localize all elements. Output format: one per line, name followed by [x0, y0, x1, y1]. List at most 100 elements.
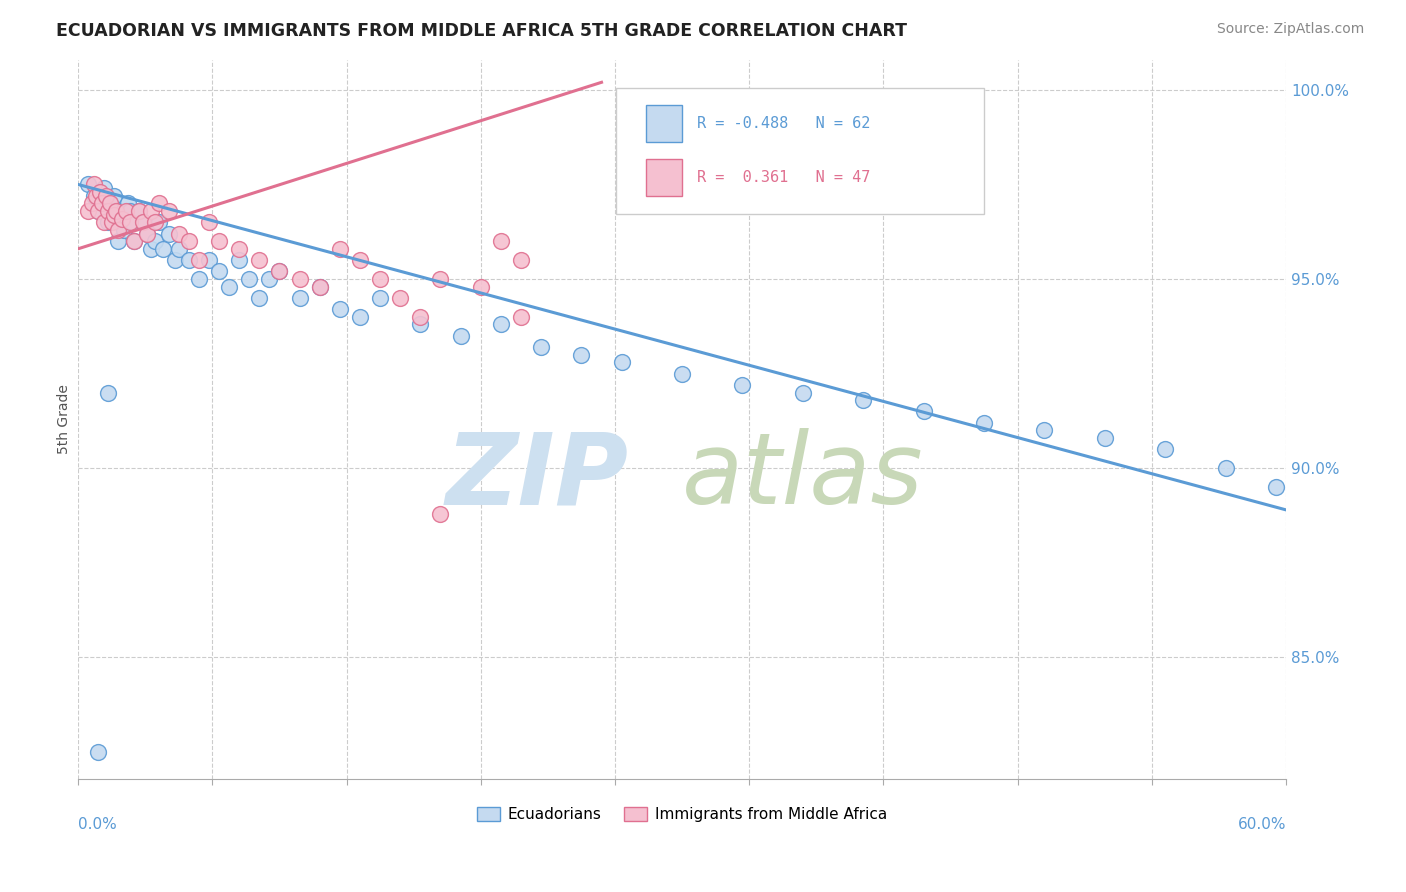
- Point: [103, 189, 125, 203]
- Point: [167, 227, 190, 241]
- Point: [124, 234, 146, 248]
- Point: [329, 302, 352, 317]
- FancyBboxPatch shape: [645, 105, 682, 143]
- Point: [143, 215, 166, 229]
- Point: [89, 185, 111, 199]
- Point: [1094, 431, 1116, 445]
- Point: [91, 196, 114, 211]
- Point: [152, 242, 174, 256]
- Point: [128, 203, 150, 218]
- Point: [218, 279, 240, 293]
- Text: atlas: atlas: [682, 428, 924, 525]
- Point: [157, 203, 180, 218]
- Point: [97, 385, 120, 400]
- Point: [198, 215, 221, 229]
- Point: [450, 328, 472, 343]
- Point: [409, 318, 432, 332]
- Point: [912, 404, 935, 418]
- Text: ECUADORIAN VS IMMIGRANTS FROM MIDDLE AFRICA 5TH GRADE CORRELATION CHART: ECUADORIAN VS IMMIGRANTS FROM MIDDLE AFR…: [56, 22, 907, 40]
- Point: [98, 196, 121, 211]
- Point: [111, 215, 134, 229]
- Point: [115, 203, 138, 218]
- Point: [198, 253, 221, 268]
- Point: [269, 264, 291, 278]
- Point: [973, 416, 995, 430]
- Point: [135, 227, 157, 241]
- Point: [121, 215, 143, 229]
- Point: [489, 234, 512, 248]
- Point: [167, 242, 190, 256]
- Point: [368, 272, 391, 286]
- Point: [792, 385, 814, 400]
- Point: [228, 253, 250, 268]
- Point: [82, 196, 104, 211]
- Point: [135, 227, 157, 241]
- Point: [143, 234, 166, 248]
- Point: [120, 203, 142, 218]
- Point: [1033, 424, 1056, 438]
- Point: [269, 264, 291, 278]
- Point: [105, 203, 128, 218]
- Point: [610, 355, 633, 369]
- Point: [731, 378, 754, 392]
- Point: [1215, 461, 1237, 475]
- Point: [131, 215, 153, 229]
- Point: [571, 348, 593, 362]
- Point: [349, 253, 371, 268]
- Point: [308, 279, 330, 293]
- Text: Source: ZipAtlas.com: Source: ZipAtlas.com: [1216, 22, 1364, 37]
- Point: [228, 242, 250, 256]
- Point: [259, 272, 281, 286]
- Point: [329, 242, 352, 256]
- Point: [368, 291, 391, 305]
- Point: [148, 215, 170, 229]
- Point: [87, 203, 110, 218]
- Point: [87, 203, 110, 218]
- Point: [107, 234, 129, 248]
- Point: [510, 310, 533, 324]
- Point: [131, 215, 153, 229]
- Point: [247, 253, 270, 268]
- Point: [77, 203, 100, 218]
- Point: [208, 234, 231, 248]
- Point: [124, 234, 146, 248]
- Point: [177, 234, 200, 248]
- Point: [101, 203, 124, 218]
- Point: [247, 291, 270, 305]
- Point: [163, 253, 186, 268]
- Point: [110, 203, 132, 218]
- Point: [187, 272, 209, 286]
- Point: [530, 340, 553, 354]
- Point: [308, 279, 330, 293]
- Point: [98, 196, 121, 211]
- Point: [103, 208, 125, 222]
- Point: [157, 227, 180, 241]
- Point: [470, 279, 492, 293]
- Point: [429, 507, 451, 521]
- Point: [101, 215, 124, 229]
- Text: ZIP: ZIP: [446, 428, 628, 525]
- Point: [120, 215, 142, 229]
- Point: [87, 745, 110, 759]
- Point: [91, 196, 114, 211]
- Point: [429, 272, 451, 286]
- Point: [84, 189, 107, 203]
- Legend: Ecuadorians, Immigrants from Middle Africa: Ecuadorians, Immigrants from Middle Afri…: [471, 801, 893, 829]
- Point: [97, 203, 120, 218]
- Point: [77, 178, 100, 192]
- Text: 60.0%: 60.0%: [1237, 817, 1286, 832]
- Point: [139, 242, 162, 256]
- Point: [389, 291, 412, 305]
- Point: [107, 223, 129, 237]
- Point: [112, 223, 135, 237]
- Point: [852, 393, 875, 408]
- FancyBboxPatch shape: [645, 159, 682, 196]
- Point: [93, 215, 115, 229]
- FancyBboxPatch shape: [616, 88, 984, 214]
- Point: [489, 318, 512, 332]
- Text: 0.0%: 0.0%: [79, 817, 117, 832]
- Point: [83, 189, 105, 203]
- Point: [128, 203, 150, 218]
- Point: [349, 310, 371, 324]
- Point: [671, 367, 693, 381]
